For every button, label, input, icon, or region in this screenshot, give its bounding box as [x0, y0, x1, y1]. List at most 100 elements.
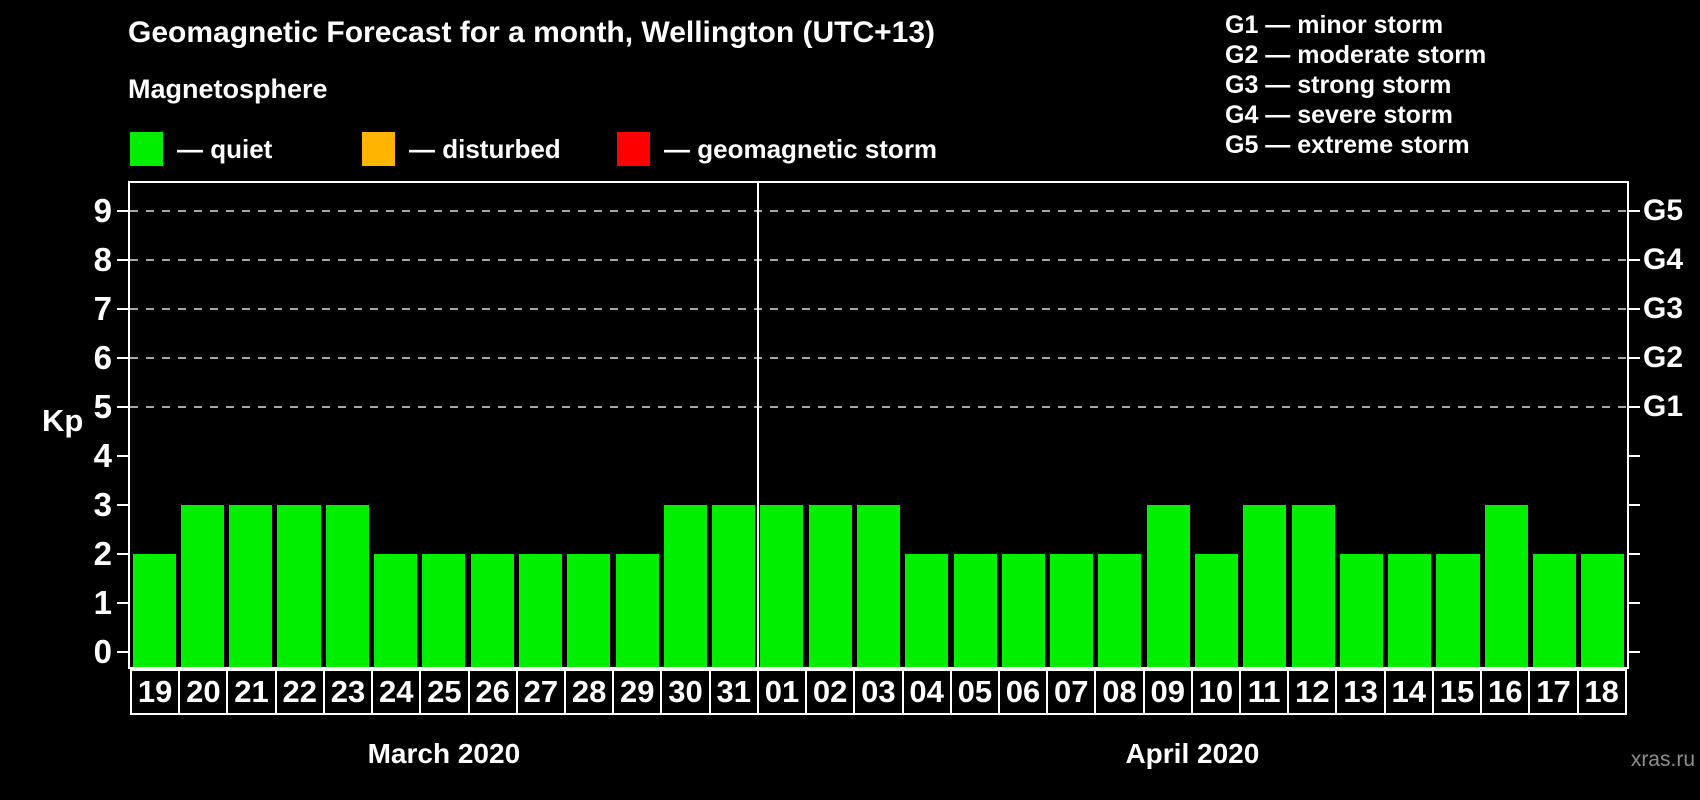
y-axis-tick-left [117, 651, 130, 653]
y-tick-label: 7 [93, 290, 112, 327]
y-axis-tick-left [117, 455, 130, 457]
y-tick-label: 9 [93, 192, 112, 229]
day-label-04: 04 [901, 669, 952, 715]
day-label-29: 29 [612, 669, 663, 715]
day-label-09: 09 [1142, 669, 1193, 715]
bar-day-13 [1339, 554, 1383, 667]
y-axis-tick-right [1627, 553, 1640, 555]
legend-item-label: — disturbed [409, 133, 561, 164]
y-axis-tick-left [117, 357, 130, 359]
y-axis-tick-left [117, 553, 130, 555]
y-tick-label: 3 [93, 486, 112, 523]
bar-day-24 [374, 554, 418, 667]
month-label: April 2020 [1125, 738, 1260, 769]
bar-day-04 [905, 554, 949, 667]
bar-day-14 [1388, 554, 1432, 667]
legend-item-disturbed: — disturbed [362, 132, 561, 166]
g-legend-line-g2: G2 — moderate storm [1225, 41, 1487, 69]
y-axis-tick-left [117, 259, 130, 261]
day-label-14: 14 [1383, 669, 1434, 715]
day-label-11: 11 [1239, 669, 1290, 715]
bar-day-28 [567, 554, 611, 667]
day-label-01: 01 [756, 669, 808, 715]
bar-day-03 [856, 505, 901, 667]
g-axis-label-g1: G1 [1643, 390, 1684, 423]
bar-day-11 [1243, 505, 1287, 667]
day-label-18: 18 [1576, 669, 1627, 715]
y-tick-label: 5 [93, 388, 112, 425]
y-axis-tick-right [1627, 651, 1640, 653]
bar-day-01 [760, 505, 804, 667]
day-label-26: 26 [467, 669, 518, 715]
bar-day-15 [1436, 554, 1480, 667]
y-tick-label: 6 [93, 339, 112, 376]
y-axis-tick-right [1627, 357, 1640, 359]
y-tick-label: 1 [93, 584, 112, 621]
day-label-07: 07 [1046, 669, 1097, 715]
legend-item-label: — quiet [177, 133, 273, 164]
bar-day-20 [180, 505, 224, 667]
g-axis-label-g2: G2 [1643, 341, 1684, 374]
gridline-kp6 [130, 357, 1627, 359]
bar-day-31 [712, 505, 756, 667]
g-legend-line-g3: G3 — strong storm [1225, 71, 1452, 99]
y-tick-label: 0 [93, 633, 112, 670]
y-axis-tick-right [1627, 259, 1640, 261]
day-label-28: 28 [563, 669, 615, 715]
bar-day-09 [1146, 505, 1190, 667]
page-title: Geomagnetic Forecast for a month, Wellin… [128, 16, 936, 49]
day-label-31: 31 [708, 669, 759, 715]
legend-item-quiet: — quiet [130, 132, 272, 166]
day-label-21: 21 [226, 669, 277, 715]
day-label-16: 16 [1480, 669, 1531, 715]
day-label-08: 08 [1094, 669, 1145, 715]
y-axis-tick-left [117, 504, 130, 506]
day-label-02: 02 [805, 669, 856, 715]
bar-day-29 [615, 554, 659, 667]
day-label-15: 15 [1431, 669, 1483, 715]
day-label-23: 23 [322, 669, 374, 715]
gridline-kp8 [130, 259, 1627, 261]
day-label-row: 19 20 21 22 23 24 25 26 27 28 29 30 31 01 02 03 04 05 06 07… [130, 669, 1627, 715]
y-tick-label: 4 [93, 437, 112, 474]
day-label-25: 25 [419, 669, 470, 715]
g-legend-line-g4: G4 — severe storm [1225, 101, 1453, 129]
y-tick-label: 8 [93, 241, 112, 278]
y-axis-tick-right [1627, 406, 1640, 408]
bar-day-23 [325, 505, 369, 667]
bar-day-06 [1001, 554, 1045, 667]
bar-day-30 [663, 505, 707, 667]
bar-day-26 [470, 554, 514, 667]
y-axis-tick-left [117, 602, 130, 604]
watermark: xras.ru [1630, 748, 1695, 771]
day-label-13: 13 [1335, 669, 1386, 715]
disturbed-color-swatch [362, 132, 395, 166]
bar-day-17 [1533, 554, 1577, 667]
bar-day-08 [1098, 554, 1142, 667]
bar-day-10 [1194, 554, 1239, 667]
gridline-kp5 [130, 406, 1627, 408]
day-label-17: 17 [1528, 669, 1579, 715]
day-label-06: 06 [997, 669, 1049, 715]
day-label-20: 20 [178, 669, 229, 715]
g-legend-line-g1: G1 — minor storm [1225, 11, 1444, 39]
bar-day-12 [1291, 505, 1335, 667]
y-axis-tick-right [1627, 210, 1640, 212]
plot-area: 0 1 2 3 4 5 6 7 8 9 G1 G2 G3 G4 G5 19 20 21 22 23 24 25 26 27 28… [94, 181, 1683, 769]
g-scale-legend: G1 — minor storm G2 — moderate storm G3 … [1225, 10, 1486, 160]
bar-day-25 [422, 554, 466, 667]
day-label-22: 22 [274, 669, 325, 715]
magnetosphere-legend-title: Magnetosphere [128, 74, 328, 104]
day-label-05: 05 [949, 669, 1000, 715]
bar-day-21 [229, 505, 273, 667]
y-axis-tick-right [1627, 602, 1640, 604]
y-axis-tick-left [117, 210, 130, 212]
day-label-19: 19 [130, 669, 181, 715]
day-label-12: 12 [1287, 669, 1338, 715]
y-axis-tick-left [117, 406, 130, 408]
quiet-color-swatch [130, 132, 163, 166]
bar-day-19 [132, 554, 176, 667]
y-axis-tick-right [1627, 308, 1640, 310]
legend-item-label: — geomagnetic storm [664, 133, 938, 164]
